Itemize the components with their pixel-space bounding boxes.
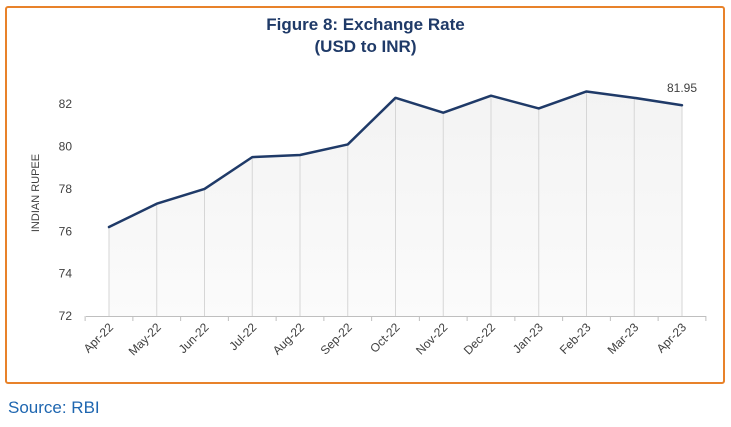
x-tick-label-feb-23: Feb-23 [557, 320, 594, 357]
x-tick-label-oct-22: Oct-22 [367, 320, 403, 356]
x-tick-label-jun-22: Jun-22 [176, 320, 212, 356]
y-axis-label: INDIAN RUPEE [30, 154, 42, 232]
source-note: Source: RBI [8, 398, 100, 417]
x-tick-label-aug-22: Aug-22 [270, 320, 307, 357]
x-tick-label-mar-23: Mar-23 [605, 320, 642, 357]
x-tick-label-dec-22: Dec-22 [461, 320, 498, 357]
x-tick-label-sep-22: Sep-22 [318, 320, 355, 357]
x-tick-label-jul-22: Jul-22 [226, 320, 259, 353]
x-tick-label-jan-23: Jan-23 [510, 320, 546, 356]
data-label-apr-23: 81.95 [667, 81, 697, 95]
y-tick-label-82: 82 [59, 97, 73, 111]
series-line [107, 90, 684, 229]
x-tick-label-apr-22: Apr-22 [81, 320, 117, 356]
chart-title: Figure 8: Exchange Rate [266, 15, 465, 34]
y-tick-label-78: 78 [59, 182, 73, 196]
chart-subtitle: (USD to INR) [314, 37, 417, 56]
x-tick-label-may-22: May-22 [126, 320, 164, 358]
y-tick-label-72: 72 [59, 309, 73, 323]
y-tick-label-76: 76 [59, 224, 73, 238]
y-tick-label-80: 80 [59, 140, 73, 154]
x-tick-label-apr-23: Apr-23 [654, 320, 690, 356]
y-tick-label-74: 74 [59, 267, 73, 281]
chart-title-block: Figure 8: Exchange Rate (USD to INR) [0, 14, 731, 58]
x-tick-label-nov-22: Nov-22 [413, 320, 450, 357]
